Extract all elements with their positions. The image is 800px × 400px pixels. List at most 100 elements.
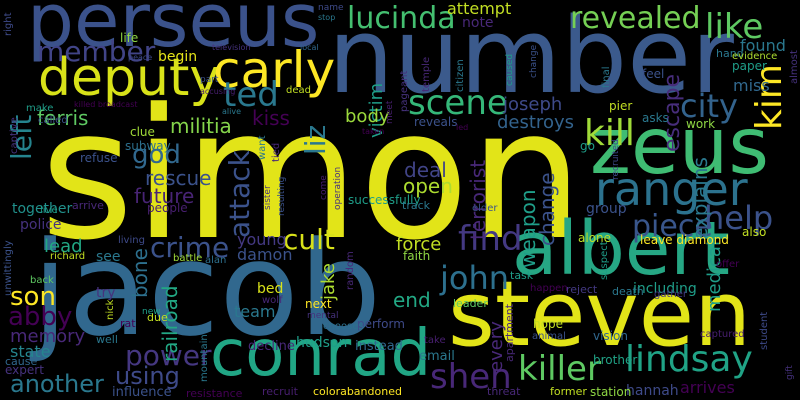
word-hope: hope — [533, 317, 563, 331]
word-reject: reject — [566, 283, 598, 296]
word-abby: abby — [8, 302, 73, 332]
word-citizen: citizen — [455, 59, 466, 92]
word-recruit: recruit — [262, 385, 298, 398]
word-station: station — [590, 385, 632, 399]
word-leave-diamond: leave diamond — [640, 233, 729, 247]
word-police: police — [20, 217, 62, 233]
word-cause: cause — [5, 355, 38, 368]
word-end: end — [393, 288, 431, 312]
word-pier: pier — [609, 99, 633, 113]
word-son: son — [10, 282, 56, 312]
word-take: take — [424, 335, 446, 346]
word-hand: hand — [716, 47, 744, 60]
word-vision: vision — [593, 329, 628, 343]
word-open: open — [403, 174, 453, 198]
word-jake: jake — [318, 263, 339, 300]
word-colorabandoned: colorabandoned — [313, 385, 402, 398]
word-elder: elder — [472, 203, 498, 214]
word-conrad: conrad — [210, 317, 432, 391]
word-make: make — [26, 103, 54, 114]
word-sister: sister — [263, 185, 273, 210]
word-unwittingly: unwittingly — [3, 240, 14, 296]
word-albert: albert — [512, 206, 730, 292]
word-happen: happen — [530, 283, 568, 294]
word-jacob: jacob — [32, 213, 382, 365]
word-change2: change — [529, 44, 539, 78]
word-attack: attack — [223, 150, 256, 238]
word-kiss: kiss — [252, 106, 290, 130]
word-television: television — [212, 43, 251, 52]
word-operation: operation — [333, 166, 343, 210]
word-lead: lead — [44, 236, 83, 257]
word-piece: piece — [632, 209, 713, 244]
word-next: next — [305, 297, 332, 311]
word-miss: miss — [733, 76, 770, 95]
word-decline: decline — [248, 339, 295, 354]
word-rescue: rescue — [145, 166, 212, 190]
word-resulting: resulting — [277, 176, 287, 216]
word-suspect: suspect — [599, 241, 610, 280]
word-battle: battle — [173, 253, 203, 264]
word-city: city — [680, 87, 738, 125]
word-steven: steven — [448, 262, 752, 367]
word-team: team — [234, 302, 276, 321]
word-living: living — [118, 235, 145, 246]
word-tied: tied — [271, 142, 282, 162]
word-group: group — [586, 201, 627, 217]
word-destroys: destroys — [497, 112, 574, 133]
word-liz: liz — [299, 124, 332, 155]
word-pageant: pageant — [399, 70, 410, 112]
word-number: number — [328, 0, 734, 117]
word-instead: instead — [355, 339, 403, 354]
word-wolf: wolf — [262, 295, 283, 306]
word-bone: bone — [128, 248, 152, 298]
word-death: death — [612, 285, 644, 298]
word-faith: faith — [403, 249, 431, 263]
word-almost: almost — [789, 50, 800, 84]
word-life: life — [120, 31, 139, 45]
word-new: new — [142, 307, 161, 317]
word-kill: kill — [584, 113, 635, 154]
word-using: using — [115, 362, 180, 390]
word-explains: explains — [688, 157, 712, 240]
word-change: change — [535, 172, 559, 246]
word-work: work — [686, 117, 716, 131]
word-called: called — [38, 115, 68, 126]
word-help: help — [704, 199, 774, 237]
word-caused: caused — [505, 53, 515, 86]
word-refuse: refuse — [80, 151, 118, 165]
word-zeus: zeus — [590, 102, 770, 192]
word-apartment: apartment — [503, 303, 516, 362]
word-deal: deal — [404, 158, 447, 182]
word-resistance: resistance — [186, 387, 243, 400]
word-people: people — [147, 201, 188, 215]
word-animal: animal — [532, 331, 566, 342]
word-memory: memory — [10, 326, 86, 347]
word-led: led — [456, 123, 469, 132]
word-damon: damon — [237, 245, 293, 264]
word-task: task — [510, 269, 534, 282]
word-alan: alan — [205, 255, 227, 266]
word-offer: offer — [716, 259, 740, 270]
word-nick: nick — [105, 299, 116, 320]
word-back: back — [30, 275, 54, 286]
word-evidence: evidence — [732, 51, 778, 62]
word-local: local — [300, 43, 319, 52]
word-subway: subway — [125, 139, 171, 153]
word-well: well — [96, 333, 118, 346]
word-member: member — [37, 35, 156, 68]
word-gather: gather — [654, 289, 687, 300]
word-john: john — [440, 259, 510, 297]
word-revealed: revealed — [570, 1, 701, 36]
word-crime: crime — [150, 231, 230, 264]
word-hudson: hudson — [296, 335, 348, 351]
word-arrives: arrives — [680, 378, 735, 397]
word-expert: expert — [5, 363, 44, 377]
word-together: together — [12, 201, 73, 217]
word-reveals: reveals — [414, 115, 458, 129]
word-kim: kim — [749, 64, 790, 130]
word-final: final — [601, 66, 612, 88]
word-temple: temple — [421, 56, 432, 92]
word-like: like — [705, 7, 764, 47]
